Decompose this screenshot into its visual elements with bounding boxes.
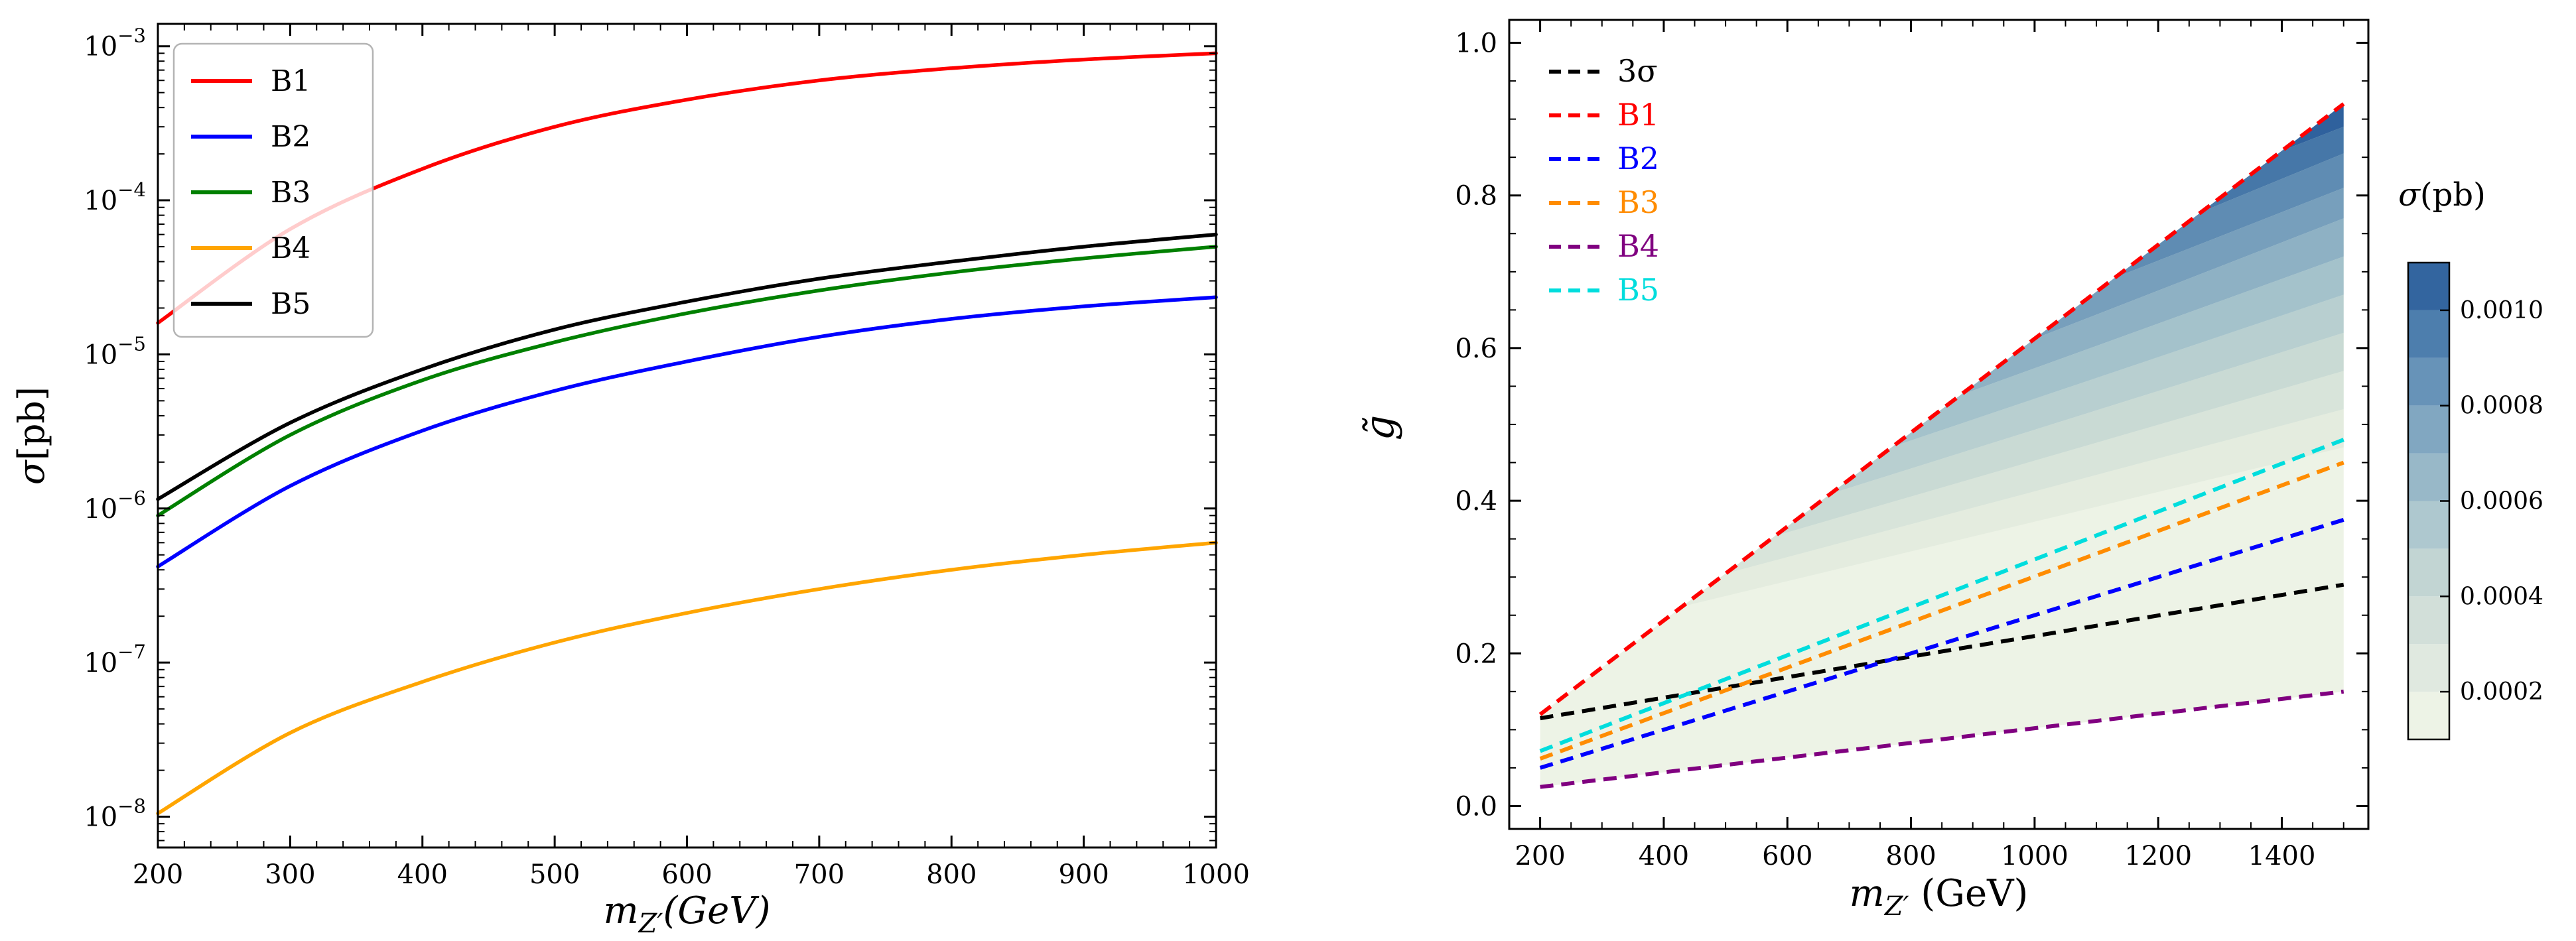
- colorbar-tick-label: 0.0002: [2460, 678, 2543, 706]
- contour-band-7: [2115, 153, 2344, 278]
- x-tick-label: 200: [133, 859, 183, 890]
- y-tick-label: 10−3: [84, 25, 146, 62]
- line-B5: [1539, 438, 2344, 753]
- colorbar-band-2: [2408, 596, 2449, 645]
- colorbar-tick-label: 0.0006: [2460, 488, 2543, 515]
- legend-label-B2: B2: [271, 120, 310, 154]
- colorbar-band-3: [2408, 548, 2449, 597]
- contour-band-3: [1830, 294, 2344, 494]
- contour-band-8: [2201, 127, 2344, 212]
- legend-label-B5: B5: [1617, 272, 1659, 308]
- x-tick-label: 600: [661, 859, 712, 890]
- x-tick-label: 1000: [2001, 841, 2068, 871]
- legend-label-B5: B5: [271, 287, 310, 321]
- legend-label-B4: B4: [1617, 228, 1659, 264]
- colorbar-band-7: [2408, 357, 2449, 406]
- y-tick-label: 10−6: [84, 487, 146, 525]
- colorbar-title: σ(pb): [2398, 176, 2486, 214]
- y-tick-label: 0.8: [1455, 181, 1497, 212]
- legend-label-B1: B1: [1617, 97, 1659, 133]
- y-tick-label: 10−5: [84, 332, 146, 370]
- x-axis-label: mZ′ (GeV): [1850, 872, 2029, 922]
- right-plot-panel: 200 400 600 800 1000 1200 1400 0.0 0.2 0.4 0.6 0.8 1…: [1294, 0, 2576, 941]
- y-axis-label: g̃: [1357, 415, 1403, 440]
- contour-band-6: [2034, 188, 2344, 339]
- colorbar-band-8: [2408, 310, 2449, 358]
- legend-label-B2: B2: [1617, 141, 1659, 176]
- contour-band-4: [1892, 256, 2344, 447]
- x-tick-label: 400: [397, 859, 448, 890]
- x-tick-label: 1000: [1182, 859, 1250, 890]
- legend-box: [172, 42, 374, 338]
- x-tick-label: 600: [1762, 841, 1812, 871]
- x-tick-label: 300: [265, 859, 315, 890]
- colorbar-tick-label: 0.0010: [2460, 297, 2543, 324]
- x-axis-label: mZ′(GeV): [604, 889, 771, 939]
- colorbar-tick-label: 0.0008: [2460, 393, 2543, 420]
- contour-band-0: [1682, 408, 2344, 607]
- y-tick-label: 10−8: [84, 795, 146, 833]
- y-tick-label: 0.2: [1455, 639, 1497, 669]
- y-tick-label: 0.0: [1455, 791, 1497, 822]
- line-B2: [1539, 518, 2344, 770]
- y-tick-label: 1.0: [1455, 29, 1497, 59]
- curve-B3: [156, 245, 1218, 518]
- curve-B5: [156, 232, 1218, 501]
- x-tick-label: 400: [1639, 841, 1689, 871]
- x-tick-label: 700: [794, 859, 845, 890]
- x-tick-label: 1200: [2124, 841, 2192, 871]
- y-axis-label: σ[pb]: [11, 387, 52, 485]
- colorbar-band-9: [2408, 263, 2449, 310]
- x-tick-label: 200: [1515, 841, 1565, 871]
- colorbar-band-1: [2408, 644, 2449, 692]
- left-plot-panel: 200 300 400 500 600 700 800 900 1000 10−3 10−4 10−5…: [0, 0, 1260, 941]
- cross-section-chart: 200 300 400 500 600 700 800 900 1000 10−3 10−4 10−5…: [11, 23, 1250, 939]
- colorbar-band-0: [2408, 692, 2449, 739]
- legend-label-B3: B3: [1617, 184, 1659, 220]
- colorbar-tick-label: 0.0004: [2460, 583, 2543, 610]
- colorbar-band-5: [2408, 453, 2449, 501]
- x-tick-label: 800: [1885, 841, 1936, 871]
- contour-band-5: [1960, 218, 2344, 395]
- colorbar-band-4: [2408, 501, 2449, 549]
- contour-band-1: [1726, 371, 2344, 574]
- x-tick-label: 800: [926, 859, 977, 890]
- x-tick-label: 1400: [2248, 841, 2316, 871]
- coupling-contour-chart: 200 400 600 800 1000 1200 1400 0.0 0.2 0.4 0.6 0.8 1…: [1357, 19, 2543, 922]
- y-tick-label: 10−7: [84, 641, 146, 678]
- line-B3: [1539, 460, 2344, 761]
- contour-band-2: [1775, 332, 2344, 536]
- curve-B4: [156, 540, 1218, 816]
- line-B4: [1540, 689, 2344, 789]
- x-tick-label: 500: [529, 859, 580, 890]
- colorbar-band-6: [2408, 405, 2449, 454]
- y-tick-label: 0.4: [1455, 486, 1497, 517]
- legend-label-B4: B4: [271, 231, 310, 265]
- legend-label-3σ: 3σ: [1617, 53, 1658, 89]
- line-B1: [1538, 102, 2345, 716]
- line-3σ: [1540, 582, 2344, 721]
- curve-B2: [156, 295, 1218, 569]
- legend-label-B3: B3: [271, 176, 310, 210]
- y-tick-label: 10−4: [84, 178, 146, 216]
- legend-label-B1: B1: [271, 64, 310, 98]
- y-tick-label: 0.6: [1455, 334, 1497, 364]
- x-tick-label: 900: [1058, 859, 1109, 890]
